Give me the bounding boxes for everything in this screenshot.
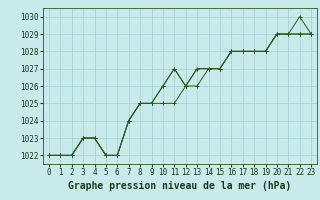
X-axis label: Graphe pression niveau de la mer (hPa): Graphe pression niveau de la mer (hPa) — [68, 181, 292, 191]
